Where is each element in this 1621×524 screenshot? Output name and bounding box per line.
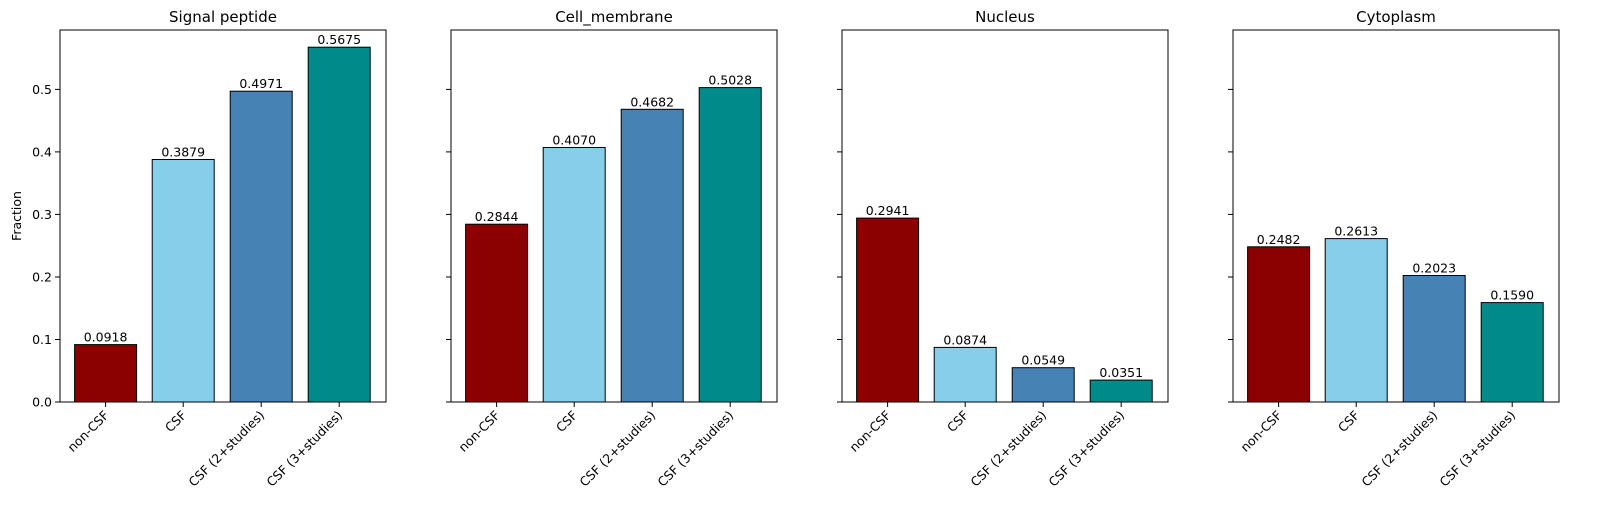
bar — [933, 346, 997, 403]
bar-value-label: 0.0549 — [1021, 353, 1065, 368]
bar-value-label: 0.4682 — [630, 94, 674, 109]
bar — [542, 147, 606, 403]
x-tick-label: non-CSF — [846, 408, 893, 455]
bar — [620, 108, 684, 403]
panel-title: Cytoplasm — [1356, 8, 1436, 26]
panel-title: Cell_membrane — [555, 8, 673, 27]
bar-value-label: 0.5028 — [708, 73, 752, 88]
bar-value-label: 0.2941 — [866, 203, 910, 218]
bar — [856, 217, 920, 403]
x-tick-label: CSF — [553, 408, 580, 435]
bar — [74, 344, 138, 403]
chart-panel: 0.0918 0.3879 0.4971 0.5675 Signal peptide 0.… — [32, 8, 387, 490]
bar-value-label: 0.4971 — [239, 76, 283, 91]
bar — [229, 90, 293, 403]
y-tick-label: 0.0 — [32, 395, 52, 410]
panel-title: Signal peptide — [169, 8, 277, 26]
bar-value-label: 0.3879 — [161, 145, 205, 160]
bar-value-label: 0.2613 — [1334, 224, 1378, 239]
bar — [1247, 246, 1311, 403]
bar — [1324, 238, 1388, 403]
x-tick-label: non-CSF — [455, 408, 502, 455]
bar — [1011, 367, 1075, 403]
bar-value-label: 0.0918 — [84, 330, 128, 345]
bar — [698, 87, 762, 403]
bar-value-label: 0.2482 — [1257, 232, 1301, 247]
x-tick-label: CSF — [1335, 408, 1362, 435]
x-tick-label: CSF (3+studies) — [263, 408, 345, 490]
y-tick-label: 0.4 — [32, 144, 52, 159]
y-tick-label: 0.5 — [32, 82, 52, 97]
bar — [1480, 302, 1544, 403]
x-tick-label: non-CSF — [64, 408, 111, 455]
x-tick-label: CSF (2+studies) — [1358, 408, 1440, 490]
bar-value-label: 0.5675 — [317, 32, 361, 47]
chart-panel: 0.2482 0.2613 0.2023 0.1590 Cytoplasm non-CSF… — [1228, 8, 1560, 490]
x-tick-label: CSF (3+studies) — [1436, 408, 1518, 490]
bar — [465, 223, 529, 403]
bar — [1089, 379, 1153, 403]
x-tick-label: CSF — [944, 408, 971, 435]
chart-panel: 0.2941 0.0874 0.0549 0.0351 Nucleus non-CSF CS… — [837, 8, 1169, 490]
panels: 0.0918 0.3879 0.4971 0.5675 Signal peptide 0.… — [32, 8, 1560, 490]
bar — [307, 46, 371, 403]
bar-value-label: 0.2844 — [475, 209, 519, 224]
axes-frame — [450, 29, 778, 403]
y-tick-label: 0.2 — [32, 270, 52, 285]
axes-frame — [841, 29, 1169, 403]
axes-frame — [1232, 29, 1560, 403]
panel-title: Nucleus — [975, 8, 1035, 26]
x-tick-label: CSF (3+studies) — [654, 408, 736, 490]
y-axis-label: Fraction — [9, 191, 24, 241]
y-tick-label: 0.3 — [32, 207, 52, 222]
axes-frame — [59, 29, 387, 403]
y-tick-label: 0.1 — [32, 332, 52, 347]
x-tick-label: CSF (2+studies) — [967, 408, 1049, 490]
bar-value-label: 0.0351 — [1099, 365, 1143, 380]
bar-value-label: 0.0874 — [943, 332, 987, 347]
bar-value-label: 0.4070 — [552, 133, 596, 148]
bar — [1402, 275, 1466, 403]
chart-panel: 0.2844 0.4070 0.4682 0.5028 Cell_membranenon… — [446, 8, 778, 490]
x-tick-label: non-CSF — [1237, 408, 1284, 455]
bar-value-label: 0.2023 — [1412, 261, 1456, 276]
x-tick-label: CSF (2+studies) — [185, 408, 267, 490]
bar-value-label: 0.1590 — [1490, 288, 1534, 303]
x-tick-label: CSF (3+studies) — [1045, 408, 1127, 490]
x-tick-label: CSF — [162, 408, 189, 435]
x-tick-label: CSF (2+studies) — [576, 408, 658, 490]
bar — [151, 159, 215, 403]
